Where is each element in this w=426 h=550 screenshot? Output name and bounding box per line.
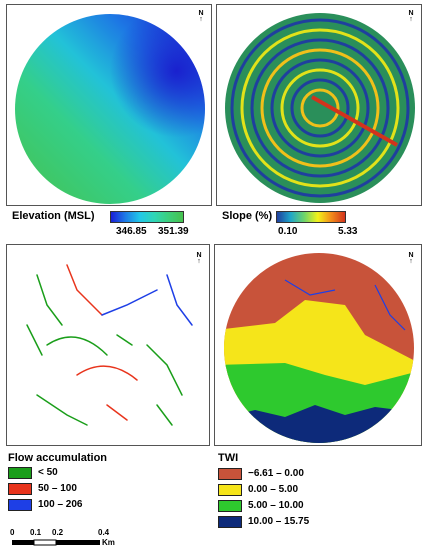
slope-ring — [290, 78, 350, 138]
slope-ring — [250, 38, 390, 178]
flow-stream — [101, 289, 158, 316]
flow-class-label: 50 – 100 — [38, 483, 77, 494]
scale-bar — [12, 539, 100, 546]
flow-stream — [76, 365, 138, 381]
twi-class-area — [224, 405, 414, 443]
flow-stream — [166, 274, 193, 326]
elevation-high-zone — [15, 14, 205, 204]
flow-stream — [116, 334, 133, 346]
elevation-legend-title: Elevation (MSL) — [12, 210, 95, 222]
twi-legend-title: TWI — [218, 452, 239, 464]
slope-min-label: 0.10 — [278, 226, 298, 237]
scale-tick-label: 0.4 — [98, 528, 110, 537]
slope-map — [225, 13, 415, 203]
twi-stream — [374, 284, 406, 331]
slope-ring — [280, 68, 360, 148]
north-arrow-icon: N ↑ — [196, 252, 202, 265]
slope-color-ramp — [276, 211, 346, 223]
scale-tick-label: 0.1 — [30, 528, 42, 537]
slope-legend-title: Slope (%) — [222, 210, 273, 222]
flow-class-label: < 50 — [38, 467, 58, 478]
scale-tick-label: 0 — [10, 528, 15, 537]
slope-steep-ridge — [311, 95, 398, 147]
north-arrow-icon: N ↑ — [408, 10, 414, 23]
flow-stream — [156, 404, 173, 426]
flow-class-swatch — [8, 483, 32, 495]
twi-class-swatch — [218, 500, 242, 512]
twi-map-panel: N ↑ — [214, 244, 422, 446]
slope-ring — [240, 28, 400, 188]
flow-stream — [36, 274, 63, 326]
flow-class-swatch — [8, 499, 32, 511]
flow-stream — [36, 394, 88, 426]
slope-max-label: 5.33 — [338, 226, 358, 237]
elevation-map — [15, 14, 205, 204]
flow-stream — [26, 324, 43, 356]
flow-accumulation-map-panel: N ↑ — [6, 244, 210, 446]
flow-stream — [106, 404, 128, 421]
elevation-max-label: 351.39 — [158, 226, 189, 237]
elevation-color-ramp — [110, 211, 184, 223]
twi-stream — [284, 279, 336, 296]
flow-class-swatch — [8, 467, 32, 479]
twi-class-swatch — [218, 468, 242, 480]
slope-ring — [260, 48, 380, 168]
slope-ring — [270, 58, 370, 158]
flow-legend-title: Flow accumulation — [8, 452, 108, 464]
twi-class-swatch — [218, 484, 242, 496]
north-arrow-icon: N ↑ — [408, 252, 414, 265]
scale-tick-label: 0.2 — [52, 528, 64, 537]
north-arrow-icon: N ↑ — [198, 10, 204, 23]
twi-map — [224, 253, 414, 443]
twi-class-swatch — [218, 516, 242, 528]
flow-accumulation-map — [26, 264, 193, 426]
slope-map-panel: N ↑ — [216, 4, 422, 206]
twi-class-label: −6.61 – 0.00 — [248, 468, 304, 479]
scale-unit-label: Km — [102, 538, 115, 547]
slope-ring — [300, 88, 340, 128]
elevation-map-panel: N ↑ — [6, 4, 212, 206]
flow-class-label: 100 – 206 — [38, 499, 83, 510]
twi-class-label: 10.00 – 15.75 — [248, 516, 310, 527]
flow-stream — [46, 336, 108, 356]
twi-class-label: 0.00 – 5.00 — [248, 484, 299, 495]
elevation-min-label: 346.85 — [116, 226, 147, 237]
flow-stream — [66, 264, 103, 316]
slope-ring — [230, 18, 410, 198]
flow-stream — [146, 344, 183, 396]
twi-class-label: 5.00 – 10.00 — [248, 500, 304, 511]
